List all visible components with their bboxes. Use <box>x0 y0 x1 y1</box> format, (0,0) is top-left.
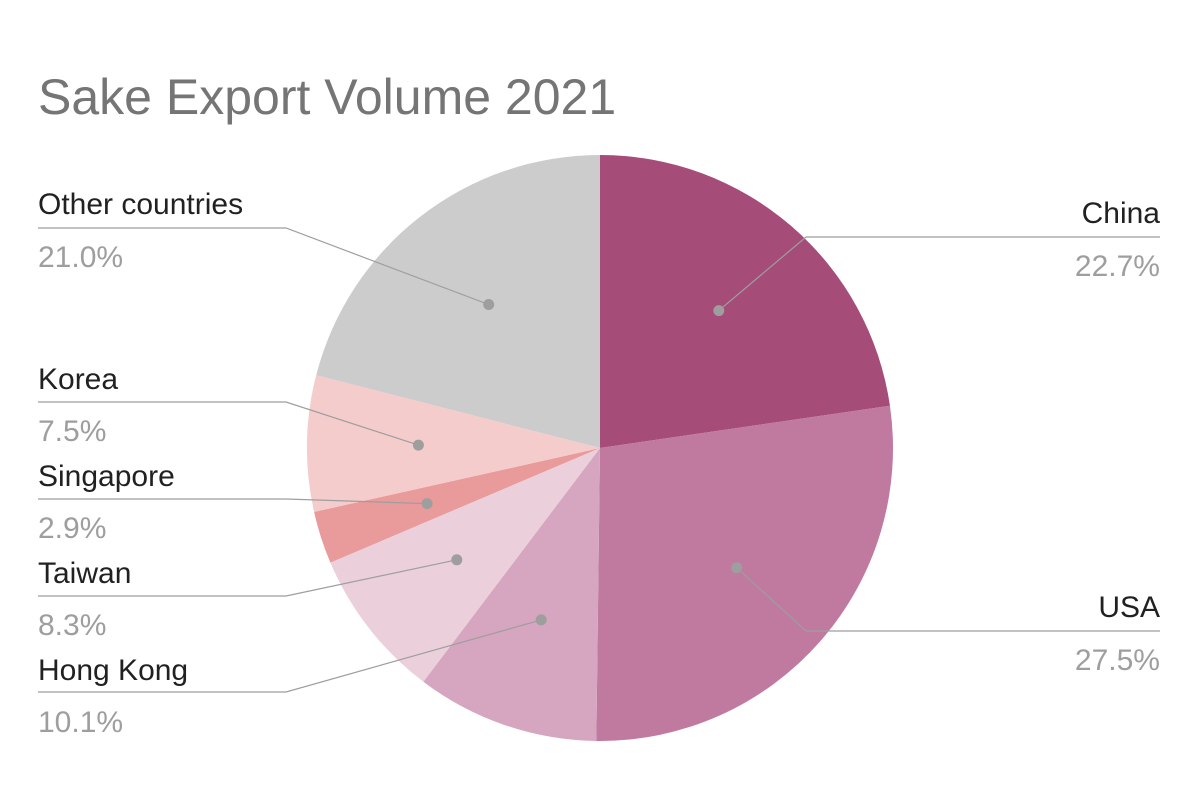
slice-label-singapore: Singapore <box>38 460 175 493</box>
slice-value-china: 22.7% <box>1075 250 1160 283</box>
slice-label-china: China <box>1082 197 1161 230</box>
leader-line-taiwan <box>38 559 457 597</box>
pie-slice-china <box>600 154 890 448</box>
slice-label-other-countries: Other countries <box>38 188 243 221</box>
pie-slice-hong-kong <box>423 448 600 741</box>
pie-slice-usa <box>596 405 894 742</box>
slice-value-usa: 27.5% <box>1075 644 1160 677</box>
slice-label-usa: USA <box>1098 591 1160 624</box>
leader-dot-korea <box>412 439 424 451</box>
leader-line-usa <box>736 567 1160 632</box>
leader-line-singapore <box>38 498 428 505</box>
slice-value-korea: 7.5% <box>38 415 106 448</box>
leader-dot-singapore <box>421 498 433 510</box>
pie-slice-taiwan <box>330 448 600 682</box>
leader-line-korea <box>38 401 419 446</box>
pie-slice-singapore <box>314 448 600 563</box>
leader-line-hong-kong <box>38 619 542 693</box>
slice-value-singapore: 2.9% <box>38 512 106 545</box>
leader-dot-other-countries <box>483 299 495 310</box>
slice-label-taiwan: Taiwan <box>38 557 131 590</box>
slice-label-korea: Korea <box>38 363 118 396</box>
pie-slice-other-countries <box>316 155 600 448</box>
pie-slices <box>307 154 894 742</box>
slice-labels: China 22.7% USA 27.5% Hong Kong 10.1% Taiwan 8.… <box>38 188 1160 739</box>
leader-lines <box>38 227 1160 693</box>
slice-label-hong-kong: Hong Kong <box>38 654 188 687</box>
leader-dot-china <box>713 305 725 317</box>
slice-value-other-countries: 21.0% <box>38 241 123 274</box>
leader-dot-hong-kong <box>535 614 547 626</box>
leader-line-china <box>718 236 1160 312</box>
pie-slice-korea <box>307 375 600 512</box>
slice-value-hong-kong: 10.1% <box>38 706 123 739</box>
slice-value-taiwan: 8.3% <box>38 609 106 642</box>
chart-title: Sake Export Volume 2021 <box>38 69 616 125</box>
leader-dot-taiwan <box>451 554 463 566</box>
leader-dot-usa <box>731 562 743 574</box>
leader-line-other-countries <box>38 227 489 306</box>
